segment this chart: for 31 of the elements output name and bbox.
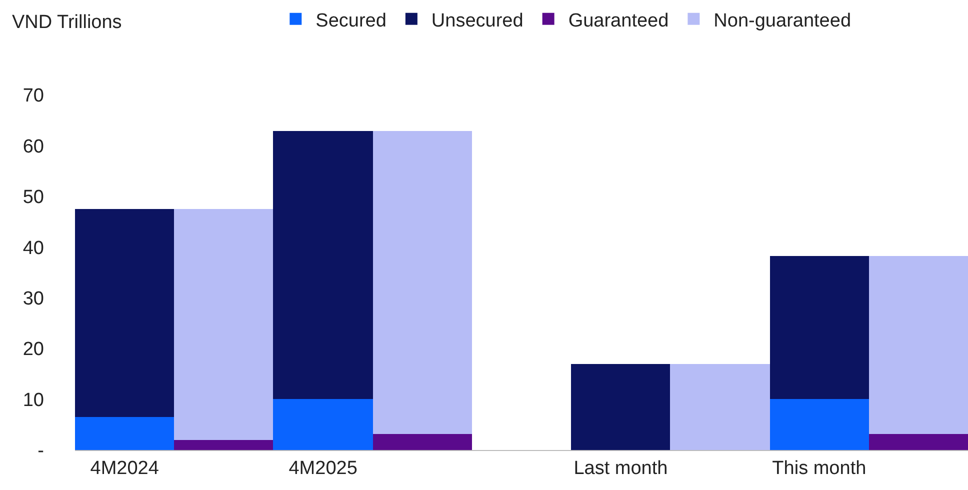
y-tick-label: 60 <box>22 136 44 158</box>
bar <box>174 209 273 440</box>
y-tick-label: 10 <box>22 390 44 411</box>
bar <box>373 434 472 450</box>
legend-label: Non-guaranteed <box>714 10 852 32</box>
bar <box>273 131 373 399</box>
bar <box>75 209 174 417</box>
y-axis-title: VND Trillions <box>12 12 122 33</box>
legend-label: Unsecured <box>431 10 524 32</box>
legend-label: Guaranteed <box>568 10 669 32</box>
bar <box>571 364 670 450</box>
bar <box>869 256 968 434</box>
bar <box>770 256 869 399</box>
y-tick-label: 50 <box>22 187 44 208</box>
bar <box>770 399 869 450</box>
x-tick-label: 4M2025 <box>288 458 358 479</box>
y-tick-label: 30 <box>22 288 44 310</box>
bar <box>869 434 968 450</box>
y-tick-label: - <box>38 440 44 462</box>
x-tick-label: Last month <box>574 458 668 479</box>
legend-label: Secured <box>316 10 386 32</box>
x-tick-label: This month <box>772 458 866 479</box>
bar <box>670 364 770 450</box>
x-tick-label: 4M2024 <box>90 458 160 479</box>
y-tick-label: 40 <box>22 238 44 259</box>
y-tick-label: 20 <box>22 339 44 360</box>
bar <box>75 417 174 450</box>
bar <box>273 399 373 450</box>
bar <box>174 440 273 450</box>
y-tick-label: 70 <box>22 86 44 107</box>
bar <box>373 131 472 434</box>
